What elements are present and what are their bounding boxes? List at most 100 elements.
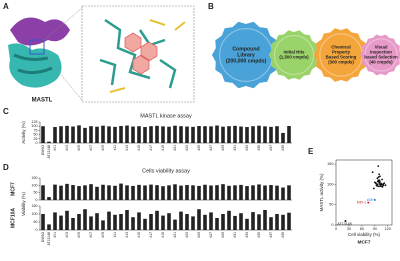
x-tick-label: #07 — [89, 232, 93, 238]
bar — [41, 214, 45, 230]
bar — [47, 141, 51, 143]
bar — [161, 186, 165, 200]
x-tick-label: 30 — [347, 227, 351, 231]
bar — [131, 185, 135, 200]
x-tick-label: #15 — [137, 145, 141, 151]
bar — [269, 217, 273, 230]
panel-label: D — [3, 163, 9, 172]
bar — [233, 185, 237, 200]
y-tick-label: 150 — [32, 176, 38, 180]
x-tick-label: #05 — [77, 145, 81, 151]
bar — [83, 127, 87, 143]
x-axis-label: Cell viability (%) — [348, 232, 381, 237]
x-tick-label: #19 — [161, 145, 165, 151]
bar — [119, 214, 123, 230]
x-tick-label: #05 — [77, 232, 81, 238]
bar — [251, 185, 255, 200]
y-tick-label: 150 — [327, 162, 333, 166]
bar — [263, 126, 267, 143]
bar — [59, 215, 63, 230]
bar — [65, 125, 69, 143]
bar — [125, 185, 129, 200]
x-tick-label: #11 — [113, 232, 117, 238]
bar — [209, 185, 213, 200]
bar — [155, 125, 159, 143]
annotation: MKI-1 — [357, 201, 367, 205]
chart-title: MASTL kinase assay — [140, 113, 192, 119]
bar — [287, 212, 291, 230]
y-tick-label: 0 — [36, 228, 38, 232]
bar — [215, 218, 219, 230]
bar — [251, 212, 255, 230]
bar — [209, 126, 213, 143]
bar — [137, 126, 141, 143]
bar — [59, 126, 63, 143]
bar — [269, 185, 273, 200]
bar — [107, 185, 111, 200]
bar — [185, 126, 189, 143]
x-tick-label: #13 — [125, 232, 129, 238]
x-tick-label: #01 — [53, 145, 57, 151]
bar — [221, 184, 225, 200]
bar — [47, 224, 51, 230]
y-tick-label: 100 — [32, 183, 38, 187]
bar — [185, 185, 189, 200]
protein-structure — [8, 5, 195, 103]
bar — [281, 214, 285, 230]
x-tick-label: #17 — [149, 145, 153, 151]
bar — [125, 125, 129, 143]
step-text: Based Scoring — [326, 55, 357, 60]
bar — [101, 184, 105, 200]
y-tick-label: 100 — [32, 124, 38, 128]
x-tick-label: #17 — [149, 232, 153, 238]
bar — [233, 215, 237, 230]
bar — [89, 216, 93, 230]
bar — [191, 216, 195, 230]
point — [378, 181, 380, 184]
x-tick-label: #11 — [113, 145, 117, 151]
point — [376, 177, 379, 180]
annotation: #39 — [367, 198, 373, 202]
bar — [161, 126, 165, 143]
bar — [131, 217, 135, 230]
x-tick-label: #25 — [197, 145, 201, 151]
x-tick-label: DMSO — [41, 145, 45, 156]
bar — [263, 210, 267, 230]
bar — [191, 126, 195, 143]
bar — [125, 210, 129, 230]
annotated-point — [344, 219, 347, 222]
x-tick-label: #01 — [53, 232, 57, 238]
y-tick-label: 0 — [331, 223, 333, 227]
x-tick-label: #35 — [257, 232, 261, 238]
bar — [257, 184, 261, 200]
step-text: (1,500 cmpds) — [279, 55, 309, 60]
x-tick-label: #29 — [221, 145, 225, 151]
step-text: Inspection — [370, 50, 392, 55]
y-tick-label: 75 — [34, 128, 38, 132]
bar — [137, 212, 141, 230]
bar — [65, 183, 69, 200]
x-tick-label: #27 — [209, 232, 213, 238]
gear-inner — [364, 38, 398, 72]
bar — [203, 126, 207, 143]
bar — [149, 126, 153, 143]
bar — [179, 185, 183, 200]
bar — [173, 219, 177, 230]
bar — [275, 214, 279, 230]
x-tick-label: #31 — [233, 145, 237, 151]
point — [375, 182, 377, 185]
bar — [77, 186, 81, 200]
bar — [203, 184, 207, 200]
y-tick-label: 50 — [34, 220, 38, 224]
bar — [281, 187, 285, 200]
x-tick-label: #03 — [65, 232, 69, 238]
bar — [221, 214, 225, 230]
x-tick-label: #37 — [269, 232, 273, 238]
bar — [143, 185, 147, 200]
bar — [95, 186, 99, 200]
annotated-point — [373, 198, 376, 201]
bar — [179, 126, 183, 143]
side-label: MCF7 — [10, 182, 16, 196]
bar — [221, 126, 225, 143]
